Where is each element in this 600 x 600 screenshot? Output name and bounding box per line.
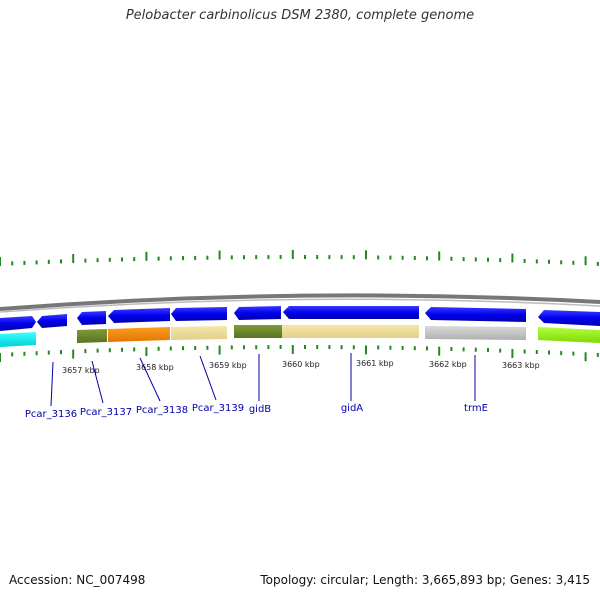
accession-text: Accession: NC_007498 (9, 573, 146, 587)
category-block (0, 332, 36, 347)
category-block (425, 326, 526, 340)
backbone-outer (0, 293, 600, 311)
gene-labels: Pcar_3136 Pcar_3137 Pcar_3138 Pcar_3139 … (25, 403, 488, 420)
kbp-label: 3661 kbp (356, 359, 394, 368)
kbp-label: 3662 kbp (429, 360, 467, 369)
gene-label-pcar-3138: Pcar_3138 (136, 405, 188, 416)
category-block (77, 329, 107, 343)
gene-arrow (425, 307, 526, 322)
map-title: Pelobacter carbinolicus DSM 2380, comple… (125, 8, 475, 23)
gene-label-pcar-3139: Pcar_3139 (192, 403, 244, 414)
outer-tick-ring (0, 250, 599, 266)
category-block (282, 325, 419, 338)
gene-label-pcar-3137: Pcar_3137 (80, 407, 132, 418)
kbp-label: 3659 kbp (209, 361, 247, 370)
gene-arrow (77, 311, 106, 325)
leader-line (50, 361, 54, 407)
gene-label-pcar-3136: Pcar_3136 (25, 409, 77, 420)
gene-label-gidb: gidB (249, 404, 271, 415)
genome-info-text: Topology: circular; Length: 3,665,893 bp… (260, 573, 590, 587)
category-block (171, 326, 227, 340)
backbone-inner (0, 298, 600, 313)
category-block (108, 327, 170, 342)
leader-line (91, 360, 104, 404)
gene-label-gida: gidA (341, 403, 363, 414)
kbp-scale: 3657 kbp 3658 kbp 3659 kbp 3660 kbp 3661… (62, 359, 540, 375)
kbp-label: 3658 kbp (136, 363, 174, 372)
kbp-label: 3660 kbp (282, 360, 320, 369)
category-block (538, 327, 600, 343)
gene-arrow (108, 308, 170, 323)
gene-label-leaders (50, 353, 476, 407)
gene-arrow (0, 316, 36, 331)
kbp-label: 3657 kbp (62, 366, 100, 375)
gene-arrow (538, 310, 600, 326)
gene-arrow (283, 306, 419, 319)
gene-arrow (171, 307, 227, 321)
inner-tick-ring (0, 345, 599, 362)
category-block (234, 325, 282, 338)
leader-line (199, 355, 217, 401)
kbp-label: 3663 kbp (502, 361, 540, 370)
gene-label-trme: trmE (464, 403, 488, 414)
leader-line (139, 357, 161, 402)
forward-strand-track (0, 306, 600, 331)
category-track (0, 325, 600, 347)
gene-arrow (37, 314, 67, 328)
gene-arrow (234, 306, 281, 320)
